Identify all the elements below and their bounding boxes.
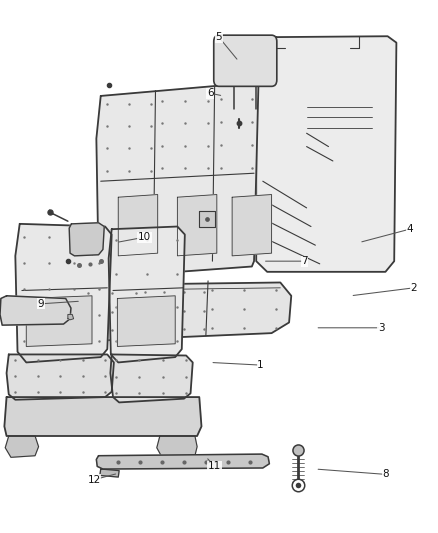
Text: 4: 4 <box>406 224 413 234</box>
Polygon shape <box>118 195 158 256</box>
Polygon shape <box>110 354 193 402</box>
Polygon shape <box>109 227 185 362</box>
Polygon shape <box>68 314 74 320</box>
Text: 6: 6 <box>207 88 214 98</box>
Text: 7: 7 <box>301 256 308 266</box>
Text: 1: 1 <box>257 360 264 370</box>
Text: 2: 2 <box>410 283 417 293</box>
Polygon shape <box>0 296 71 325</box>
Text: 8: 8 <box>382 470 389 479</box>
Polygon shape <box>26 296 92 346</box>
Text: 12: 12 <box>88 475 101 484</box>
Text: 3: 3 <box>378 323 385 333</box>
Polygon shape <box>117 296 175 346</box>
Text: 11: 11 <box>208 462 221 471</box>
Polygon shape <box>199 211 215 227</box>
Polygon shape <box>15 224 112 362</box>
Polygon shape <box>157 436 197 457</box>
Polygon shape <box>232 195 272 256</box>
Polygon shape <box>69 223 104 256</box>
Polygon shape <box>4 397 201 436</box>
Text: 9: 9 <box>37 299 44 309</box>
Text: 5: 5 <box>215 33 223 42</box>
Polygon shape <box>100 469 119 477</box>
Polygon shape <box>177 195 217 256</box>
Polygon shape <box>74 282 291 341</box>
FancyBboxPatch shape <box>214 35 277 86</box>
Polygon shape <box>7 354 114 400</box>
Polygon shape <box>96 454 269 469</box>
Polygon shape <box>245 36 396 272</box>
Polygon shape <box>5 436 39 457</box>
Text: 10: 10 <box>138 232 151 242</box>
Polygon shape <box>96 83 258 277</box>
